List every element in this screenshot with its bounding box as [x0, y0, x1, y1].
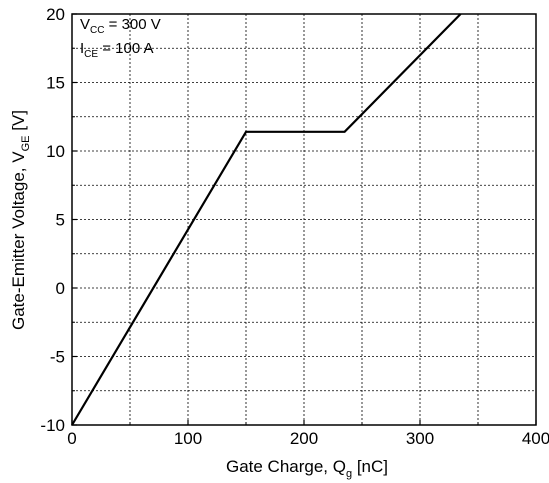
- y-tick-label: -5: [50, 348, 65, 367]
- x-tick-label: 200: [290, 429, 318, 448]
- y-tick-label: 20: [46, 5, 65, 24]
- annotation-vcc: VCC = 300 V: [80, 16, 161, 36]
- x-tick-label: 300: [406, 429, 434, 448]
- y-tick-label: 0: [56, 279, 65, 298]
- annotation-ice: ICE = 100 A: [80, 40, 154, 60]
- grid-layer: [72, 14, 536, 425]
- y-tick-label: 10: [46, 142, 65, 161]
- x-tick-label: 100: [174, 429, 202, 448]
- y-tick-label: -10: [40, 416, 65, 435]
- label-layer: 0 100 200 300 400 -10 -5 0 5 10 15 20: [40, 5, 549, 448]
- x-axis-title: Gate Charge, Qg [nC]: [226, 457, 388, 480]
- y-tick-label: 15: [46, 74, 65, 93]
- x-tick-label: 400: [522, 429, 549, 448]
- series-layer: [71, 13, 462, 426]
- series-line: [71, 13, 462, 426]
- y-tick-label: 5: [56, 211, 65, 230]
- tick-layer: [71, 13, 537, 426]
- y-axis-title: Gate-Emitter Voltage, VGE [V]: [9, 110, 32, 330]
- x-tick-label: 0: [67, 429, 76, 448]
